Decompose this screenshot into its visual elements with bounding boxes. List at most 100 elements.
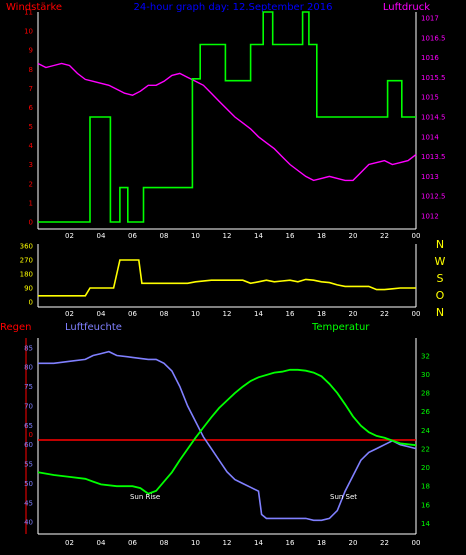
wind-y-tick-label: 9 <box>29 47 33 55</box>
pressure-y-ticks: 1012 1012.5 1013 1013.5 1014 1014.5 1015 1015.5… <box>421 14 446 220</box>
wind-x-tick-label: 20 <box>349 232 358 240</box>
humidity-y-tick-label: 80 <box>24 364 33 372</box>
wind-x-tick-label: 18 <box>317 232 326 240</box>
wind-x-tick-label: 08 <box>160 232 169 240</box>
climate-x-tick-label: 16 <box>286 539 295 547</box>
compass-label: N <box>436 238 444 251</box>
pressure-y-tick-label: 1016 <box>421 54 439 62</box>
wind-x-tick-label: 00 <box>412 232 421 240</box>
wind-x-tick-label: 14 <box>254 232 263 240</box>
wind-x-tick-label: 12 <box>223 232 232 240</box>
climate-x-tick-label: 20 <box>349 539 358 547</box>
pressure-y-tick-label: 1017 <box>421 14 439 22</box>
climate-x-ticks: 02 04 06 08 10 12 14 16 18 20 22 00 <box>65 539 420 547</box>
wind-y-tick-label: 1 <box>29 199 33 207</box>
direction-x-tick-label: 18 <box>317 310 326 318</box>
climate-x-tick-label: 08 <box>160 539 169 547</box>
direction-x-tick-label: 20 <box>349 310 358 318</box>
pressure-y-tick-label: 1012 <box>421 213 439 221</box>
humidity-y-tick-label: 60 <box>24 441 33 449</box>
wind-y-tick-label: 10 <box>24 28 33 36</box>
humidity-line <box>38 350 417 522</box>
humidity-y-tick-label: 55 <box>24 461 33 469</box>
wind-y-tick-label: 7 <box>29 85 33 93</box>
humidity-y-tick-label: 50 <box>24 480 33 488</box>
temperature-y-tick-label: 14 <box>421 520 430 528</box>
temperature-y-tick-label: 18 <box>421 483 430 491</box>
sun-annotations: Sun Rise Sun Set <box>130 493 357 501</box>
temperature-y-tick-label: 32 <box>421 352 430 360</box>
sunset-label: Sun Set <box>330 493 357 501</box>
rain-axis-label: Regen <box>0 322 32 333</box>
wind-pressure-axes <box>37 12 417 230</box>
wind-axis-label: Windstärke <box>6 2 62 13</box>
wind-x-tick-label: 10 <box>191 232 200 240</box>
temperature-y-tick-label: 26 <box>421 408 430 416</box>
wind-y-tick-label: 11 <box>24 9 33 17</box>
temperature-y-ticks: 14 16 18 20 22 24 26 28 30 32 <box>421 352 430 528</box>
graph-title: 24-hour graph day: 12.September 2016 <box>134 2 333 13</box>
direction-y-tick-label: 360 <box>20 243 33 251</box>
sunrise-label: Sun Rise <box>130 493 160 501</box>
direction-y-tick-label: 90 <box>24 285 33 293</box>
pressure-y-tick-label: 1012.5 <box>421 193 446 201</box>
direction-y-tick-label: 0 <box>29 299 33 307</box>
wind-y-tick-label: 3 <box>29 161 33 169</box>
temperature-y-tick-label: 22 <box>421 445 430 453</box>
temperature-y-tick-label: 28 <box>421 390 430 398</box>
humidity-y-tick-label: 70 <box>24 402 33 410</box>
direction-x-tick-label: 22 <box>380 310 389 318</box>
direction-x-tick-label: 04 <box>97 310 106 318</box>
wind-x-ticks: 02 04 06 08 10 12 14 16 18 20 22 00 <box>65 232 420 240</box>
climate-x-tick-label: 06 <box>128 539 137 547</box>
direction-x-tick-label: 08 <box>160 310 169 318</box>
pressure-axis-label: Luftdruck <box>383 2 430 13</box>
humidity-y-tick-label: 40 <box>24 519 33 527</box>
direction-y-ticks: 0 90 180 270 360 <box>20 243 33 307</box>
direction-x-tick-label: 00 <box>412 310 421 318</box>
wind-y-tick-label: 6 <box>29 104 34 112</box>
pressure-y-tick-label: 1015.5 <box>421 74 446 82</box>
climate-x-tick-label: 00 <box>412 539 421 547</box>
humidity-axis-label: Luftfeuchte <box>65 322 122 333</box>
pressure-y-tick-label: 1014 <box>421 133 439 141</box>
wind-y-tick-label: 0 <box>29 219 33 227</box>
temperature-axis-label: Temperatur <box>311 322 370 333</box>
direction-x-tick-label: 10 <box>191 310 200 318</box>
humidity-y-ticks: 40 45 50 55 60 65 70 75 80 85 <box>24 344 33 526</box>
wind-y-tick-label: 8 <box>29 66 33 74</box>
wind-y-tick-label: 5 <box>29 123 33 131</box>
direction-x-tick-label: 14 <box>254 310 263 318</box>
wind-x-tick-label: 04 <box>97 232 106 240</box>
rain-zero-tick: 0 <box>29 431 33 439</box>
temperature-y-tick-label: 20 <box>421 464 430 472</box>
pressure-y-tick-label: 1014.5 <box>421 114 446 122</box>
direction-line <box>38 259 416 297</box>
direction-x-ticks: 02 04 06 08 10 12 14 16 18 20 22 00 <box>65 310 420 318</box>
direction-x-tick-label: 16 <box>286 310 295 318</box>
pressure-y-tick-label: 1016.5 <box>421 34 446 42</box>
pressure-y-tick-label: 1013 <box>421 173 439 181</box>
climate-x-tick-label: 22 <box>380 539 389 547</box>
compass-label: S <box>437 272 444 285</box>
direction-x-tick-label: 06 <box>128 310 137 318</box>
wind-y-ticks: 0 1 2 3 4 5 6 7 8 9 10 11 <box>24 9 33 227</box>
pressure-y-tick-label: 1015 <box>421 94 439 102</box>
wind-x-tick-label: 06 <box>128 232 137 240</box>
pressure-line <box>37 62 417 182</box>
wind-x-tick-label: 16 <box>286 232 295 240</box>
humidity-y-tick-label: 75 <box>24 383 33 391</box>
wind-x-tick-label: 02 <box>65 232 74 240</box>
humidity-y-tick-label: 85 <box>24 344 33 352</box>
climate-x-tick-label: 18 <box>317 539 326 547</box>
temperature-y-tick-label: 16 <box>421 501 430 509</box>
compass-label: W <box>435 255 446 268</box>
compass-label: O <box>436 289 445 302</box>
climate-axes <box>25 338 417 535</box>
climate-x-tick-label: 14 <box>254 539 263 547</box>
climate-x-tick-label: 12 <box>223 539 232 547</box>
climate-x-tick-label: 10 <box>191 539 200 547</box>
humidity-y-tick-label: 65 <box>24 422 33 430</box>
